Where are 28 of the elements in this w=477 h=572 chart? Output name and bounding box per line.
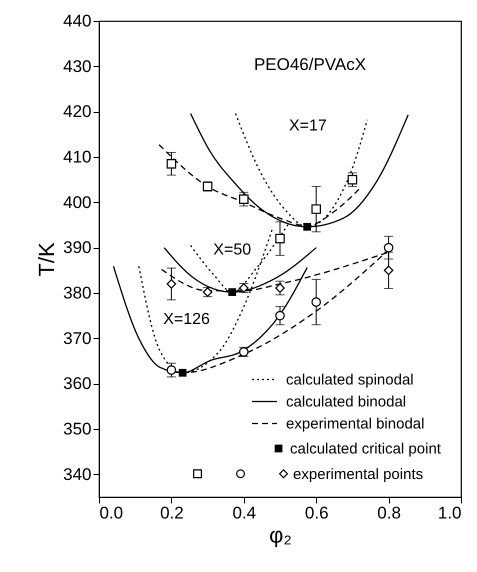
- x-tick-label: 0.0: [100, 504, 124, 522]
- annotation: X=50: [213, 241, 252, 258]
- text: PEO46/PVAcX: [254, 55, 366, 74]
- x-tick-label: 1.0: [438, 504, 462, 522]
- x-tick-label: 0.2: [160, 504, 184, 522]
- y-axis-title: T/K: [34, 242, 60, 277]
- legend-label: experimental binodal: [286, 416, 424, 432]
- x-tick-label: 0.8: [377, 504, 401, 522]
- y-tick-label: 340: [63, 464, 92, 484]
- y-tick-label: 370: [63, 328, 92, 348]
- y-tick-label: 430: [63, 56, 92, 76]
- y-tick-label: 420: [63, 102, 92, 122]
- legend-label: calculated critical point: [290, 440, 442, 458]
- legend-label: experimental points: [293, 466, 424, 483]
- x-axis-title: φ₂: [269, 522, 292, 548]
- annotation: X=17: [288, 118, 327, 135]
- y-tick-label: 350: [63, 420, 92, 438]
- annotation: X=126: [163, 310, 210, 328]
- x-tick-label: 0.4: [232, 504, 256, 522]
- x-tick-label: 0.6: [304, 504, 329, 522]
- y-tick-label: 410: [63, 148, 92, 166]
- y-tick-label: 390: [63, 238, 92, 258]
- y-tick-label: 360: [63, 374, 92, 394]
- legend-label: calculated binodal: [286, 394, 406, 410]
- y-tick-label: 440: [63, 12, 92, 30]
- y-tick-label: 380: [63, 284, 92, 302]
- y-tick-label: 400: [63, 192, 92, 212]
- legend-label: calculated spinodal: [286, 372, 414, 388]
